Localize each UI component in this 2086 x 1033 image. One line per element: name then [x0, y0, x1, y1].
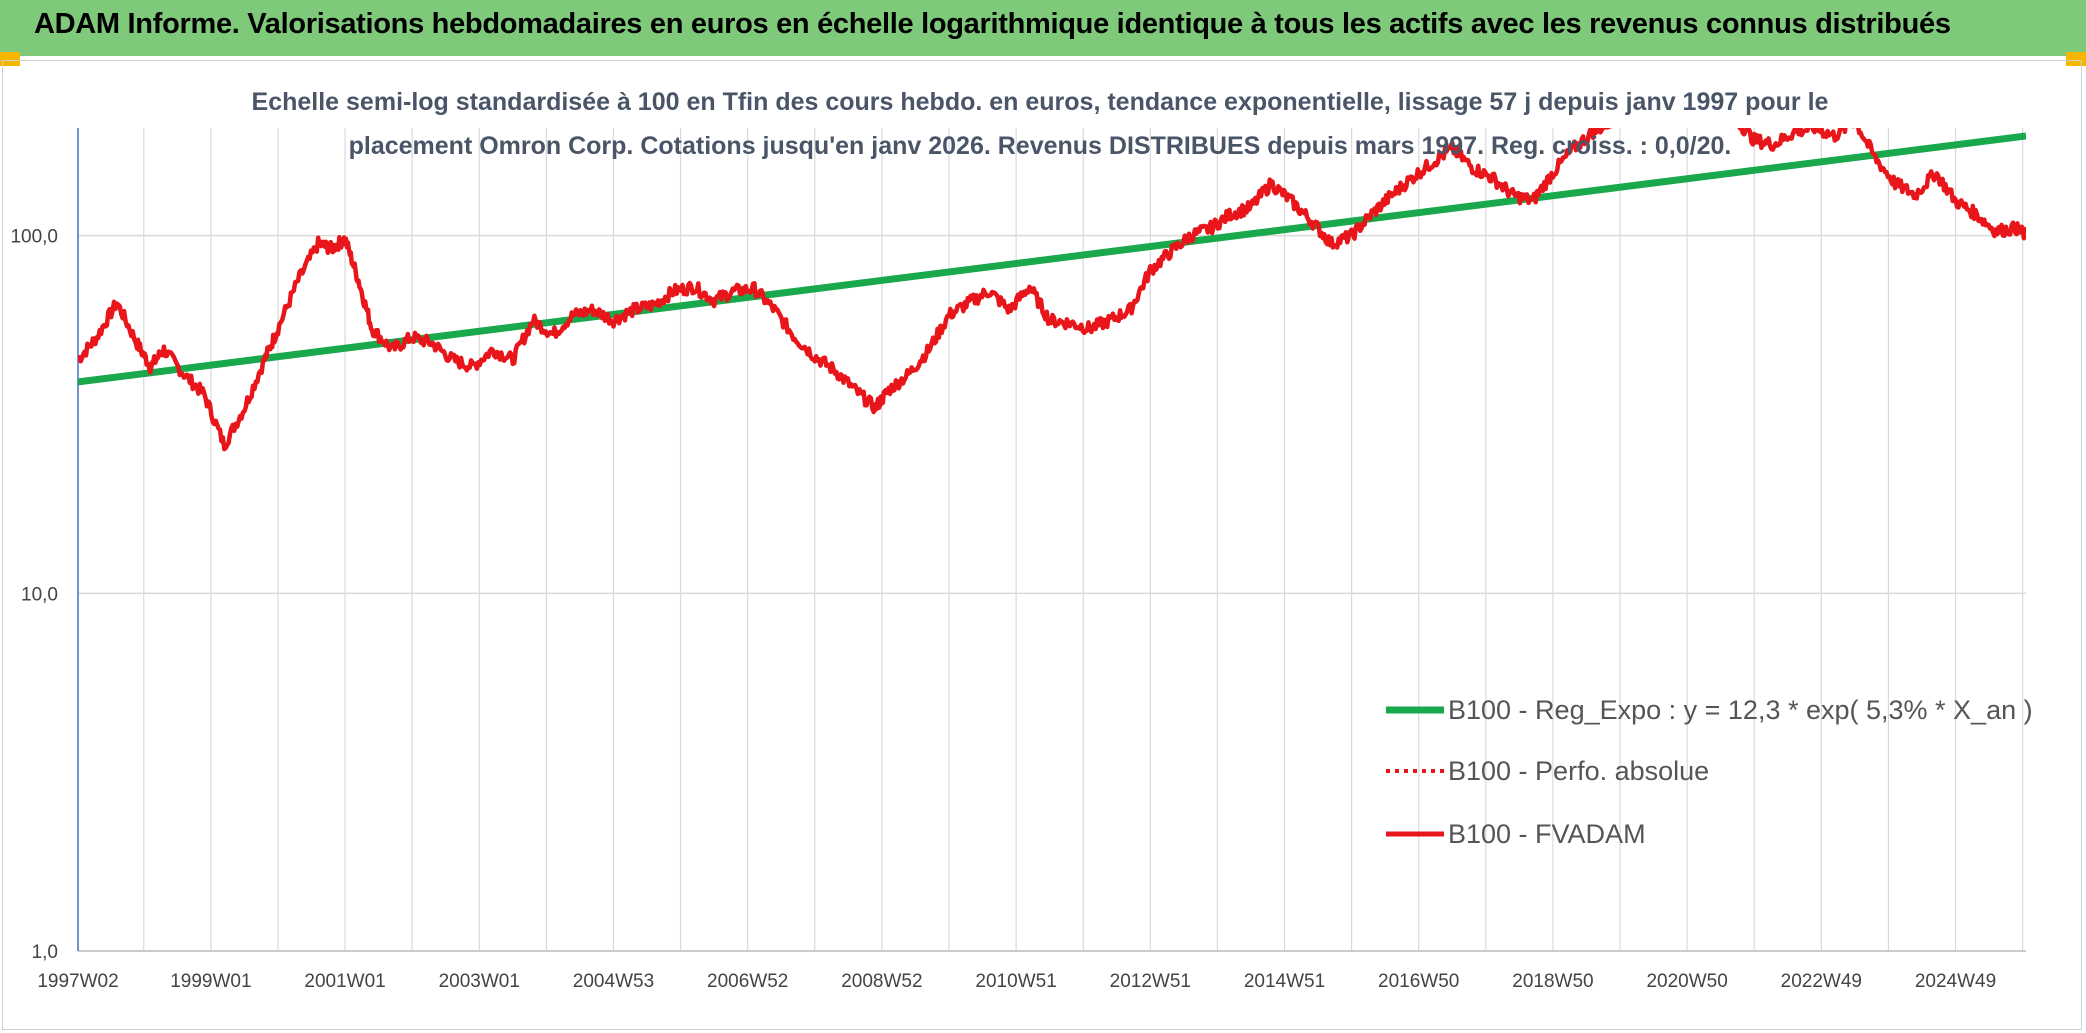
y-tick-label: 10,0 — [21, 584, 58, 605]
page-title: ADAM Informe. Valorisations hebdomadaire… — [34, 8, 1951, 40]
series-price-line — [78, 128, 2026, 452]
x-tick-label: 2014W51 — [1244, 971, 1325, 992]
x-tick-label: 2006W52 — [707, 971, 788, 992]
x-tick-label: 2003W01 — [439, 971, 520, 992]
x-tick-label: 2012W51 — [1110, 971, 1191, 992]
x-tick-label: 2020W50 — [1646, 971, 1727, 992]
legend-label: B100 - FVADAM — [1448, 819, 1646, 849]
x-tick-label: 2018W50 — [1512, 971, 1593, 992]
series-trend-line — [78, 132, 2026, 386]
y-tick-label: 100,0 — [10, 227, 58, 248]
series-lines — [78, 128, 2026, 452]
x-tick-labels: 1997W02 1999W01 2001W01 2003W01 2004W53 2006W… — [37, 971, 1996, 992]
x-tick-label: 2024W49 — [1915, 971, 1996, 992]
x-tick-label: 2008W52 — [841, 971, 922, 992]
legend-label: B100 - Reg_Expo : y = 12,3 * exp( 5,3% *… — [1448, 695, 2033, 725]
x-tick-label: 2016W50 — [1378, 971, 1459, 992]
x-tick-label: 2010W51 — [975, 971, 1056, 992]
chart-title: Echelle semi-log standardisée à 100 en T… — [251, 88, 1829, 116]
legend-label: B100 - Perfo. absolue — [1448, 756, 1709, 786]
y-tick-labels: 1,0 10,0 100,0 — [10, 227, 58, 963]
chart-frame — [2, 60, 2082, 1030]
grid-lines — [78, 128, 2026, 952]
header-bar: ADAM Informe. Valorisations hebdomadaire… — [0, 0, 2086, 56]
legend: B100 - Reg_Expo : y = 12,3 * exp( 5,3% *… — [1386, 695, 2033, 849]
corner-marker-left — [0, 52, 20, 66]
x-tick-label: 2004W53 — [573, 971, 654, 992]
x-tick-label: 2001W01 — [304, 971, 385, 992]
x-tick-label: 1999W01 — [170, 971, 251, 992]
x-tick-label: 1997W02 — [37, 971, 118, 992]
y-tick-label: 1,0 — [32, 942, 58, 963]
x-tick-label: 2022W49 — [1781, 971, 1862, 992]
chart-subtitle: placement Omron Corp. Cotations jusqu'en… — [348, 132, 1732, 160]
